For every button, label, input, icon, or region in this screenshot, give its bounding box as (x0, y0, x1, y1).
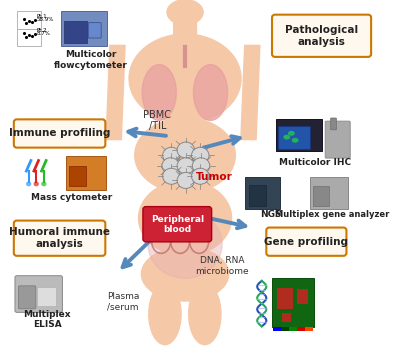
Text: Humoral immune
analysis: Humoral immune analysis (9, 228, 110, 249)
Ellipse shape (142, 65, 176, 120)
FancyBboxPatch shape (330, 118, 336, 130)
Circle shape (177, 142, 194, 158)
Point (32, 31, 38, 37)
Ellipse shape (148, 210, 222, 279)
Text: Pt.2: Pt.2 (37, 28, 48, 33)
Text: Plasma
/serum: Plasma /serum (107, 292, 139, 312)
Circle shape (192, 168, 209, 184)
Circle shape (162, 158, 179, 174)
Circle shape (177, 158, 194, 174)
Polygon shape (106, 45, 125, 140)
Ellipse shape (288, 131, 295, 136)
FancyBboxPatch shape (276, 119, 322, 151)
Text: 8.7%: 8.7% (37, 31, 51, 36)
FancyBboxPatch shape (61, 11, 107, 46)
FancyBboxPatch shape (266, 228, 346, 256)
Ellipse shape (194, 65, 228, 120)
FancyBboxPatch shape (298, 289, 308, 304)
FancyBboxPatch shape (272, 15, 371, 57)
Text: Multicolor
flowcytometer: Multicolor flowcytometer (54, 50, 128, 70)
Point (29, 33, 35, 39)
Ellipse shape (149, 283, 181, 345)
FancyBboxPatch shape (88, 23, 101, 38)
Circle shape (192, 147, 209, 163)
Text: Multicolor IHC: Multicolor IHC (279, 158, 351, 167)
Point (22, 34, 29, 39)
Text: Gene profiling: Gene profiling (264, 237, 348, 247)
Circle shape (34, 181, 39, 186)
Text: Immune profiling: Immune profiling (9, 128, 110, 139)
FancyBboxPatch shape (314, 186, 329, 206)
FancyBboxPatch shape (174, 17, 196, 36)
Ellipse shape (138, 181, 232, 255)
FancyBboxPatch shape (249, 185, 266, 206)
FancyBboxPatch shape (37, 287, 56, 306)
Text: Multiplex gene analyzer: Multiplex gene analyzer (275, 210, 389, 219)
FancyBboxPatch shape (69, 166, 86, 186)
Circle shape (163, 168, 180, 184)
FancyBboxPatch shape (325, 121, 350, 158)
Text: Tumor: Tumor (196, 172, 233, 182)
FancyBboxPatch shape (18, 286, 36, 309)
Ellipse shape (189, 283, 221, 345)
FancyBboxPatch shape (278, 126, 310, 149)
Text: Peripheral
blood: Peripheral blood (151, 215, 204, 234)
FancyBboxPatch shape (272, 278, 314, 327)
Point (32, 17, 38, 23)
FancyBboxPatch shape (276, 288, 292, 309)
Text: 58.9%: 58.9% (37, 17, 54, 22)
Ellipse shape (129, 34, 241, 123)
Text: Mass cytometer: Mass cytometer (31, 193, 112, 202)
Ellipse shape (167, 0, 203, 25)
Text: Pathological
analysis: Pathological analysis (285, 25, 358, 46)
FancyBboxPatch shape (297, 327, 306, 331)
FancyBboxPatch shape (66, 156, 106, 190)
Point (21, 30, 28, 36)
Circle shape (41, 181, 46, 186)
Ellipse shape (135, 118, 235, 193)
FancyBboxPatch shape (64, 21, 87, 43)
Ellipse shape (292, 138, 298, 143)
FancyBboxPatch shape (14, 221, 105, 256)
FancyBboxPatch shape (289, 327, 298, 331)
FancyBboxPatch shape (310, 177, 348, 209)
Text: NGS: NGS (260, 210, 282, 219)
FancyBboxPatch shape (273, 327, 282, 331)
Circle shape (163, 147, 180, 163)
Ellipse shape (284, 135, 290, 140)
FancyBboxPatch shape (305, 327, 314, 331)
Point (26, 32, 32, 38)
FancyBboxPatch shape (15, 276, 62, 312)
Ellipse shape (141, 247, 229, 301)
FancyBboxPatch shape (143, 207, 212, 242)
Point (21, 16, 28, 22)
FancyBboxPatch shape (17, 29, 41, 46)
Text: Multiplex
ELISA: Multiplex ELISA (24, 310, 71, 329)
Circle shape (26, 181, 31, 186)
Point (26, 18, 32, 24)
Point (22, 21, 29, 26)
Polygon shape (241, 45, 260, 140)
Circle shape (192, 158, 210, 174)
FancyBboxPatch shape (281, 327, 290, 331)
FancyBboxPatch shape (246, 177, 280, 209)
Text: Pt.1: Pt.1 (37, 14, 48, 19)
FancyBboxPatch shape (17, 11, 41, 29)
FancyBboxPatch shape (14, 119, 105, 148)
Text: DNA, RNA
microbiome: DNA, RNA microbiome (195, 256, 249, 276)
FancyBboxPatch shape (282, 313, 291, 322)
Text: PBMC
/TIL: PBMC /TIL (143, 110, 171, 131)
Point (29, 19, 35, 25)
Circle shape (177, 172, 194, 188)
